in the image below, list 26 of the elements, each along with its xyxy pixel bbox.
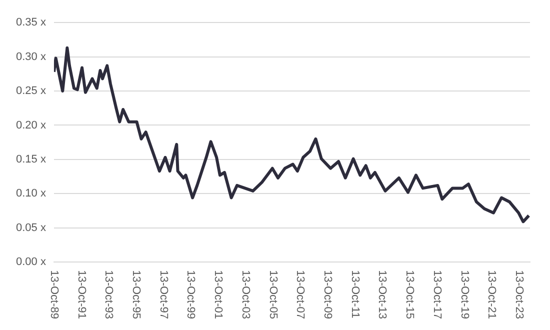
y-tick-label: 0.30 x <box>16 50 46 63</box>
x-tick-label: 13-Oct-09 <box>322 270 334 320</box>
y-tick-label: 0.15 x <box>16 153 46 166</box>
x-tick-label: 13-Oct-05 <box>266 270 279 320</box>
x-tick-label: 13-Oct-19 <box>458 270 470 320</box>
x-tick-label: 13-Oct-89 <box>48 270 60 320</box>
y-tick-label: 0.25 x <box>16 85 46 98</box>
x-tick-label: 13-Oct-03 <box>239 270 252 320</box>
x-tick-label: 13-Oct-91 <box>75 270 88 320</box>
y-tick-label: 0.00 x <box>16 256 46 268</box>
x-tick-label: 13-Oct-15 <box>404 270 416 320</box>
x-tick-label: 13-Oct-23 <box>512 270 525 320</box>
y-tick-label: 0.35 x <box>16 16 46 29</box>
x-tick-label: 13-Oct-99 <box>184 270 197 320</box>
x-tick-label: 13-Oct-21 <box>486 270 498 320</box>
x-tick-label: 13-Oct-93 <box>102 270 115 320</box>
x-tick-label: 13-Oct-17 <box>430 270 443 320</box>
x-tick-label: 13-Oct-13 <box>376 270 388 320</box>
x-tick-label: 13-Oct-97 <box>157 270 170 320</box>
x-tick-label: 13-Oct-07 <box>294 270 306 320</box>
x-tick-label: 13-Oct-11 <box>348 270 361 318</box>
x-tick-label: 13-Oct-95 <box>130 270 142 320</box>
x-tick-label: 13-Oct-01 <box>212 270 224 320</box>
y-tick-label: 0.10 x <box>16 188 46 200</box>
y-tick-label: 0.20 x <box>16 119 46 132</box>
y-tick-label: 0.05 x <box>16 222 46 234</box>
